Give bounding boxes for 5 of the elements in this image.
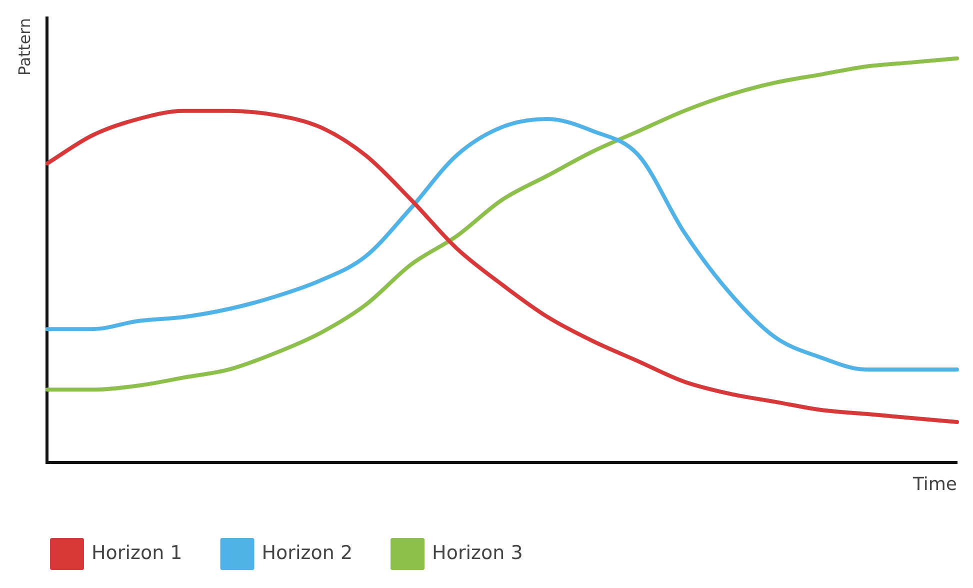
legend-label: Horizon 1 (92, 542, 182, 564)
legend-label: Horizon 3 (432, 542, 523, 564)
legend-label: Horizon 2 (262, 542, 353, 564)
x-axis-title: Time (912, 474, 957, 495)
y-axis-title: Pattern (14, 18, 34, 76)
